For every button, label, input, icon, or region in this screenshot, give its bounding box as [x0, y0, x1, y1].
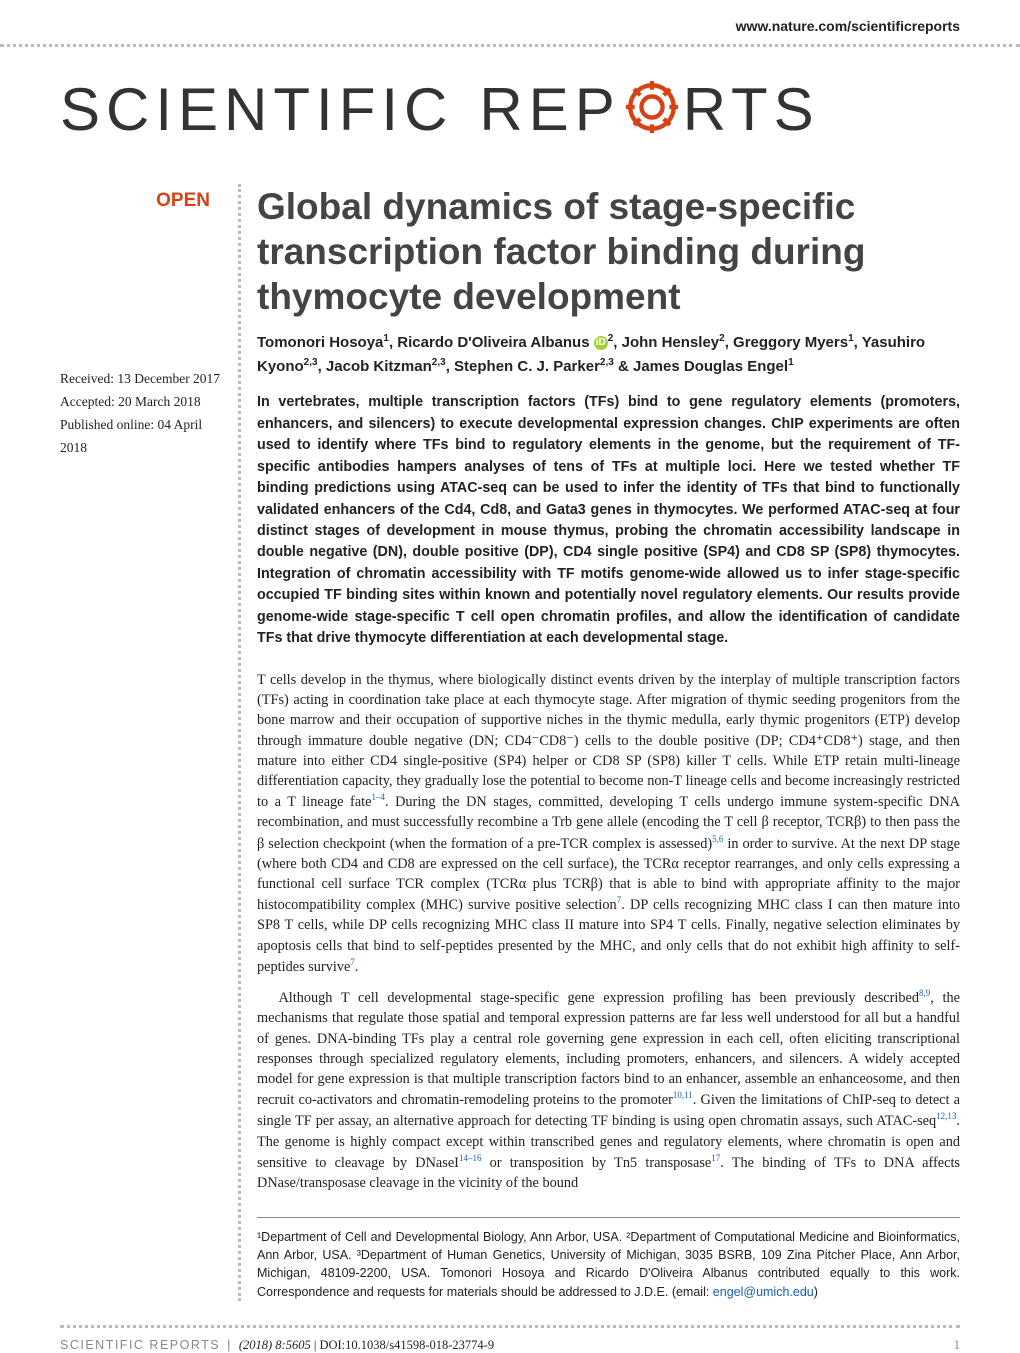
main-column: Global dynamics of stage-specific transc… — [238, 184, 960, 1301]
logo-text-rts: RTS — [683, 75, 820, 144]
received-date: Received: 13 December 2017 — [60, 368, 224, 391]
affiliations: ¹Department of Cell and Developmental Bi… — [257, 1217, 960, 1301]
article-meta: Received: 13 December 2017 Accepted: 20 … — [60, 368, 224, 460]
corresponding-email[interactable]: engel@umich.edu — [713, 1285, 814, 1299]
abstract: In vertebrates, multiple transcription f… — [257, 392, 960, 649]
header-bar: www.nature.com/scientificreports — [0, 0, 1020, 47]
published-date: Published online: 04 April 2018 — [60, 414, 224, 460]
logo-text-rep: REP — [479, 75, 620, 144]
page-footer: SCIENTIFIC REPORTS | (2018) 8:5605 | DOI… — [60, 1325, 960, 1353]
body-paragraph-2: Although T cell developmental stage-spec… — [257, 987, 960, 1193]
journal-url[interactable]: www.nature.com/scientificreports — [736, 18, 960, 34]
left-column: OPEN Received: 13 December 2017 Accepted… — [60, 184, 238, 1301]
accepted-date: Accepted: 20 March 2018 — [60, 391, 224, 414]
logo-text-left: SCIENTIFIC — [60, 75, 453, 144]
open-access-badge: OPEN — [60, 190, 224, 212]
article-title: Global dynamics of stage-specific transc… — [257, 184, 960, 319]
authors-list: Tomonori Hosoya1, Ricardo D'Oliveira Alb… — [257, 331, 960, 378]
body-paragraph-1: T cells develop in the thymus, where bio… — [257, 670, 960, 978]
gear-icon — [621, 76, 683, 143]
journal-logo: SCIENTIFIC REP RTS — [60, 75, 960, 144]
